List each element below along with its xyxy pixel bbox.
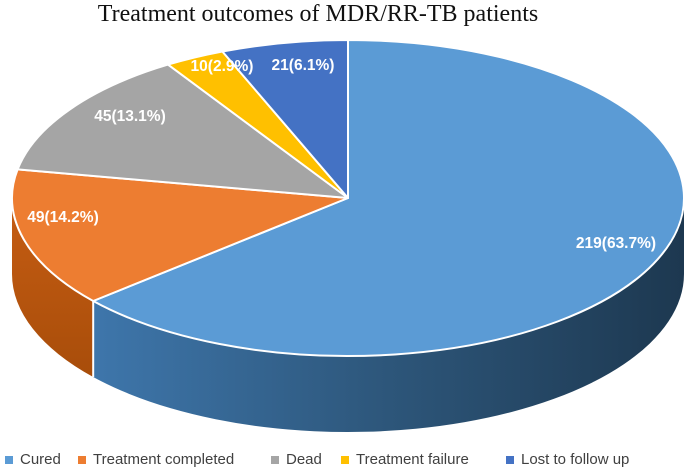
legend-swatch-lost-to-follow-up [506, 455, 514, 464]
chart-legend: Cured Treatment completed Dead Treatment… [0, 451, 685, 473]
legend-swatch-rect [341, 455, 349, 464]
legend-label-lost-to-follow-up: Lost to follow up [521, 451, 630, 468]
chart-title: Treatment outcomes of MDR/RR-TB patients [97, 1, 539, 27]
pie-side-cured [93, 198, 684, 433]
label-treatment-failure: 10(2.9%) [191, 58, 254, 75]
legend-swatch-rect [78, 455, 86, 464]
legend-swatch-dead [271, 455, 279, 464]
label-lost-to-follow-up: 21(6.1%) [272, 57, 335, 74]
label-cured: 219(63.7%) [576, 235, 656, 252]
pie-side-walls [11, 198, 684, 433]
legend-item-treatment-completed: Treatment completed [78, 451, 234, 468]
pie-slice-dead [16, 63, 349, 199]
legend-swatch-treatment-failure [341, 455, 349, 464]
pie-slice-cured [92, 39, 685, 357]
legend-label-treatment-completed: Treatment completed [93, 451, 235, 468]
legend-swatch-rect [5, 455, 13, 464]
pie-data-labels: 219(63.7%) 49(14.2%) 45(13.1%) 10(2.9%) … [27, 57, 656, 252]
pie-slice-treatment-completed [11, 168, 349, 302]
legend-item-dead: Dead [271, 451, 322, 468]
pie-top-surface [11, 39, 685, 357]
legend-item-lost-to-follow-up: Lost to follow up [506, 451, 629, 468]
legend-label-cured: Cured [20, 451, 61, 468]
legend-swatch-treatment-completed [78, 455, 86, 464]
label-dead: 45(13.1%) [94, 108, 166, 125]
legend-item-cured: Cured [5, 451, 61, 468]
legend-item-treatment-failure: Treatment failure [341, 451, 469, 468]
legend-swatch-cured [5, 455, 13, 464]
legend-swatch-rect [271, 455, 279, 464]
legend-label-treatment-failure: Treatment failure [356, 451, 469, 468]
legend-label-dead: Dead [286, 451, 322, 468]
pie-side-treatment-completed [11, 198, 94, 377]
pie-slice-lost-to-follow-up [221, 39, 349, 199]
legend-swatch-rect [506, 455, 514, 464]
label-treatment-completed: 49(14.2%) [27, 209, 99, 226]
